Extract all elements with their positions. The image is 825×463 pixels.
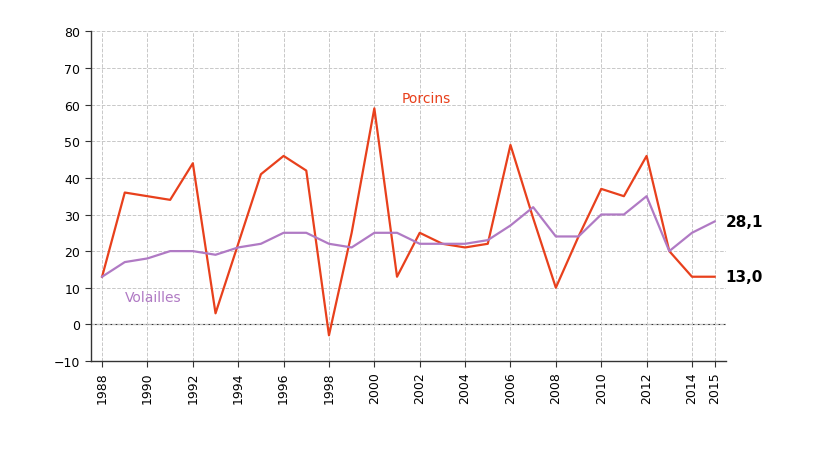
Text: Porcins: Porcins bbox=[402, 92, 450, 106]
Text: 13,0: 13,0 bbox=[726, 269, 763, 285]
Text: 28,1: 28,1 bbox=[726, 214, 763, 230]
Text: Volailles: Volailles bbox=[125, 290, 182, 304]
